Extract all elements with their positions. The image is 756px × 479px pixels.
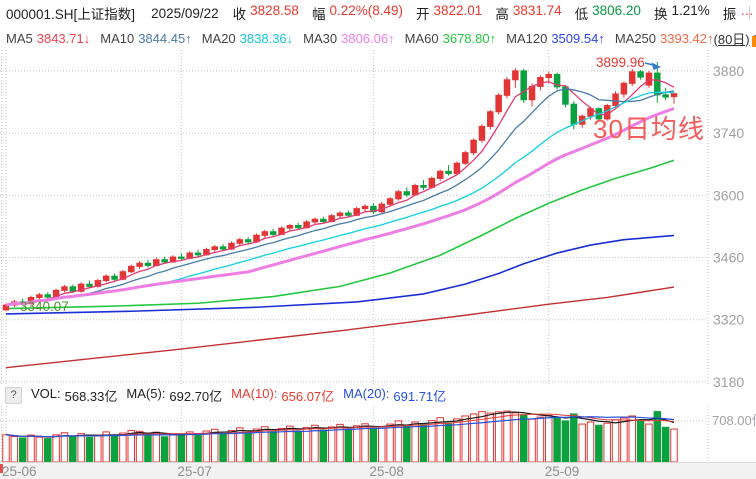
x-axis: 25-06 25-07 25-08 25-09 bbox=[0, 462, 756, 479]
x-axis-label: 25-07 bbox=[177, 464, 212, 479]
vol-ma20-group: MA(20): 691.71亿 bbox=[343, 386, 446, 405]
quote-field: 低 3806.20 bbox=[575, 3, 641, 23]
ma-legend: MA5 3843.71↓ MA10 3844.45↑ MA20 3838.36↓ MA30 3… bbox=[6, 26, 756, 50]
vol-ma5-value: 692.70亿 bbox=[169, 388, 223, 404]
vol-ma20-label: MA(20): bbox=[343, 385, 390, 401]
quote-field-label: 振 bbox=[722, 7, 737, 22]
ma-value: 3844.45↑ bbox=[138, 30, 192, 46]
x-axis-label: 25-06 bbox=[2, 464, 37, 479]
ma-legend-item: MA10 3844.45↑ bbox=[100, 31, 191, 46]
quote-field-label: 低 bbox=[574, 7, 589, 22]
ma-period-label: MA5 bbox=[6, 30, 33, 46]
ma-period-label: MA30 bbox=[303, 30, 338, 46]
quote-field-label: 收 bbox=[232, 7, 247, 22]
y-axis-tick-label: 3740 bbox=[713, 125, 744, 141]
ma-period-label: MA60 bbox=[404, 30, 439, 46]
vol-value: 568.33亿 bbox=[64, 388, 118, 404]
quote-field: 开 3822.01 bbox=[416, 3, 482, 23]
ma-legend-item: MA20 3838.36↓ bbox=[202, 31, 293, 46]
period-high-label: 3899.96 bbox=[596, 55, 645, 70]
x-axis-label: 25-09 bbox=[544, 464, 580, 479]
volume-scale-label: 708.00亿 bbox=[712, 413, 756, 428]
vol-label: VOL: bbox=[31, 385, 61, 401]
vol-ma5-group: MA(5): 692.70亿 bbox=[126, 386, 222, 405]
quote-field-value: 0.22%(8.49) bbox=[329, 3, 403, 18]
help-button[interactable]: ? bbox=[5, 386, 22, 404]
quote-fields: 收 3828.58 幅 0.22%(8.49) 开 3822.01 高 3831.74 低 380… bbox=[233, 3, 754, 23]
quote-date: 2025/09/22 bbox=[151, 5, 219, 21]
vol-ma20-value: 691.71亿 bbox=[393, 388, 447, 404]
ma-legend-item: MA30 3806.06↑ bbox=[303, 31, 394, 46]
ma-value: 3843.71↓ bbox=[36, 30, 91, 46]
symbol-name: 000001.SH[上证指数] bbox=[6, 7, 136, 22]
ma-value: 3678.80↑ bbox=[442, 30, 497, 46]
ma-period-label: MA120 bbox=[506, 30, 548, 46]
vol-ma10-group: MA(10): 656.07亿 bbox=[231, 386, 334, 405]
ma-value: 3838.36↓ bbox=[239, 30, 294, 46]
quote-header: 000001.SH[上证指数] 2025/09/22 收 3828.58 幅 0.22… bbox=[6, 0, 754, 26]
quote-field: 幅 0.22%(8.49) bbox=[312, 3, 403, 23]
ma-period-label: MA20 bbox=[201, 30, 236, 46]
y-axis-tick-label: 3180 bbox=[713, 374, 744, 390]
ma-period-label: MA10 bbox=[100, 30, 135, 46]
y-axis-tick-label: 3880 bbox=[713, 63, 744, 79]
ma-legend-item: MA120 3509.54↑ bbox=[506, 31, 605, 46]
corner-red-marker bbox=[0, 464, 3, 473]
quote-field: 高 3831.74 bbox=[495, 3, 561, 23]
quote-field-value: 3822.01 bbox=[433, 3, 483, 18]
ma-value: 3509.54↑ bbox=[551, 30, 605, 46]
quote-field: 振… bbox=[723, 3, 754, 23]
vol-ma10-label: MA(10): bbox=[231, 385, 278, 401]
quote-field-value: 3828.58 bbox=[250, 3, 299, 18]
ma30-annotation: 30日均线 bbox=[593, 114, 705, 144]
quote-field-value: 3831.74 bbox=[512, 3, 562, 18]
quote-field-value: … bbox=[740, 3, 754, 18]
edge-orange-marker bbox=[752, 36, 756, 47]
quote-field: 换 1.21% bbox=[654, 3, 710, 23]
quote-field-label: 换 bbox=[653, 7, 668, 22]
ma-value: 3393.42↑ bbox=[660, 30, 714, 46]
quote-field-label: 高 bbox=[495, 7, 509, 22]
ma-legend-item: MA60 3678.80↑ bbox=[405, 31, 496, 46]
quote-field-label: 开 bbox=[416, 7, 430, 22]
vol-ma10-value: 656.07亿 bbox=[281, 388, 335, 404]
ma-legend-item: MA5 3843.71↓ bbox=[6, 31, 90, 46]
quote-field-value: 1.21% bbox=[671, 3, 710, 18]
y-axis-tick-label: 3600 bbox=[713, 187, 744, 203]
ma-value: 3806.06↑ bbox=[341, 30, 395, 46]
ma-period-label: MA250 bbox=[614, 30, 657, 46]
header-divider bbox=[749, 6, 750, 19]
x-axis-label: 25-08 bbox=[369, 464, 404, 479]
quote-field: 收 3828.58 bbox=[233, 3, 299, 23]
quote-field-value: 3806.20 bbox=[592, 3, 641, 18]
ma-legend-item: MA250 3393.42↑ bbox=[615, 31, 714, 46]
period-label[interactable]: (80日) bbox=[713, 31, 750, 47]
period-low-label: 3340.07 bbox=[20, 299, 69, 314]
volume-legend: ? VOL: 568.33亿 MA(5): 692.70亿 MA(10): 65… bbox=[5, 386, 446, 404]
vol-value-group: VOL: 568.33亿 bbox=[31, 386, 117, 405]
quote-field-label: 幅 bbox=[311, 7, 326, 22]
vol-ma5-label: MA(5): bbox=[126, 385, 166, 401]
y-axis-tick-label: 3460 bbox=[713, 249, 744, 265]
y-axis-tick-label: 3320 bbox=[713, 312, 744, 328]
ma-legend-items: MA5 3843.71↓ MA10 3844.45↑ MA20 3838.36↓ MA30 3… bbox=[6, 31, 714, 46]
